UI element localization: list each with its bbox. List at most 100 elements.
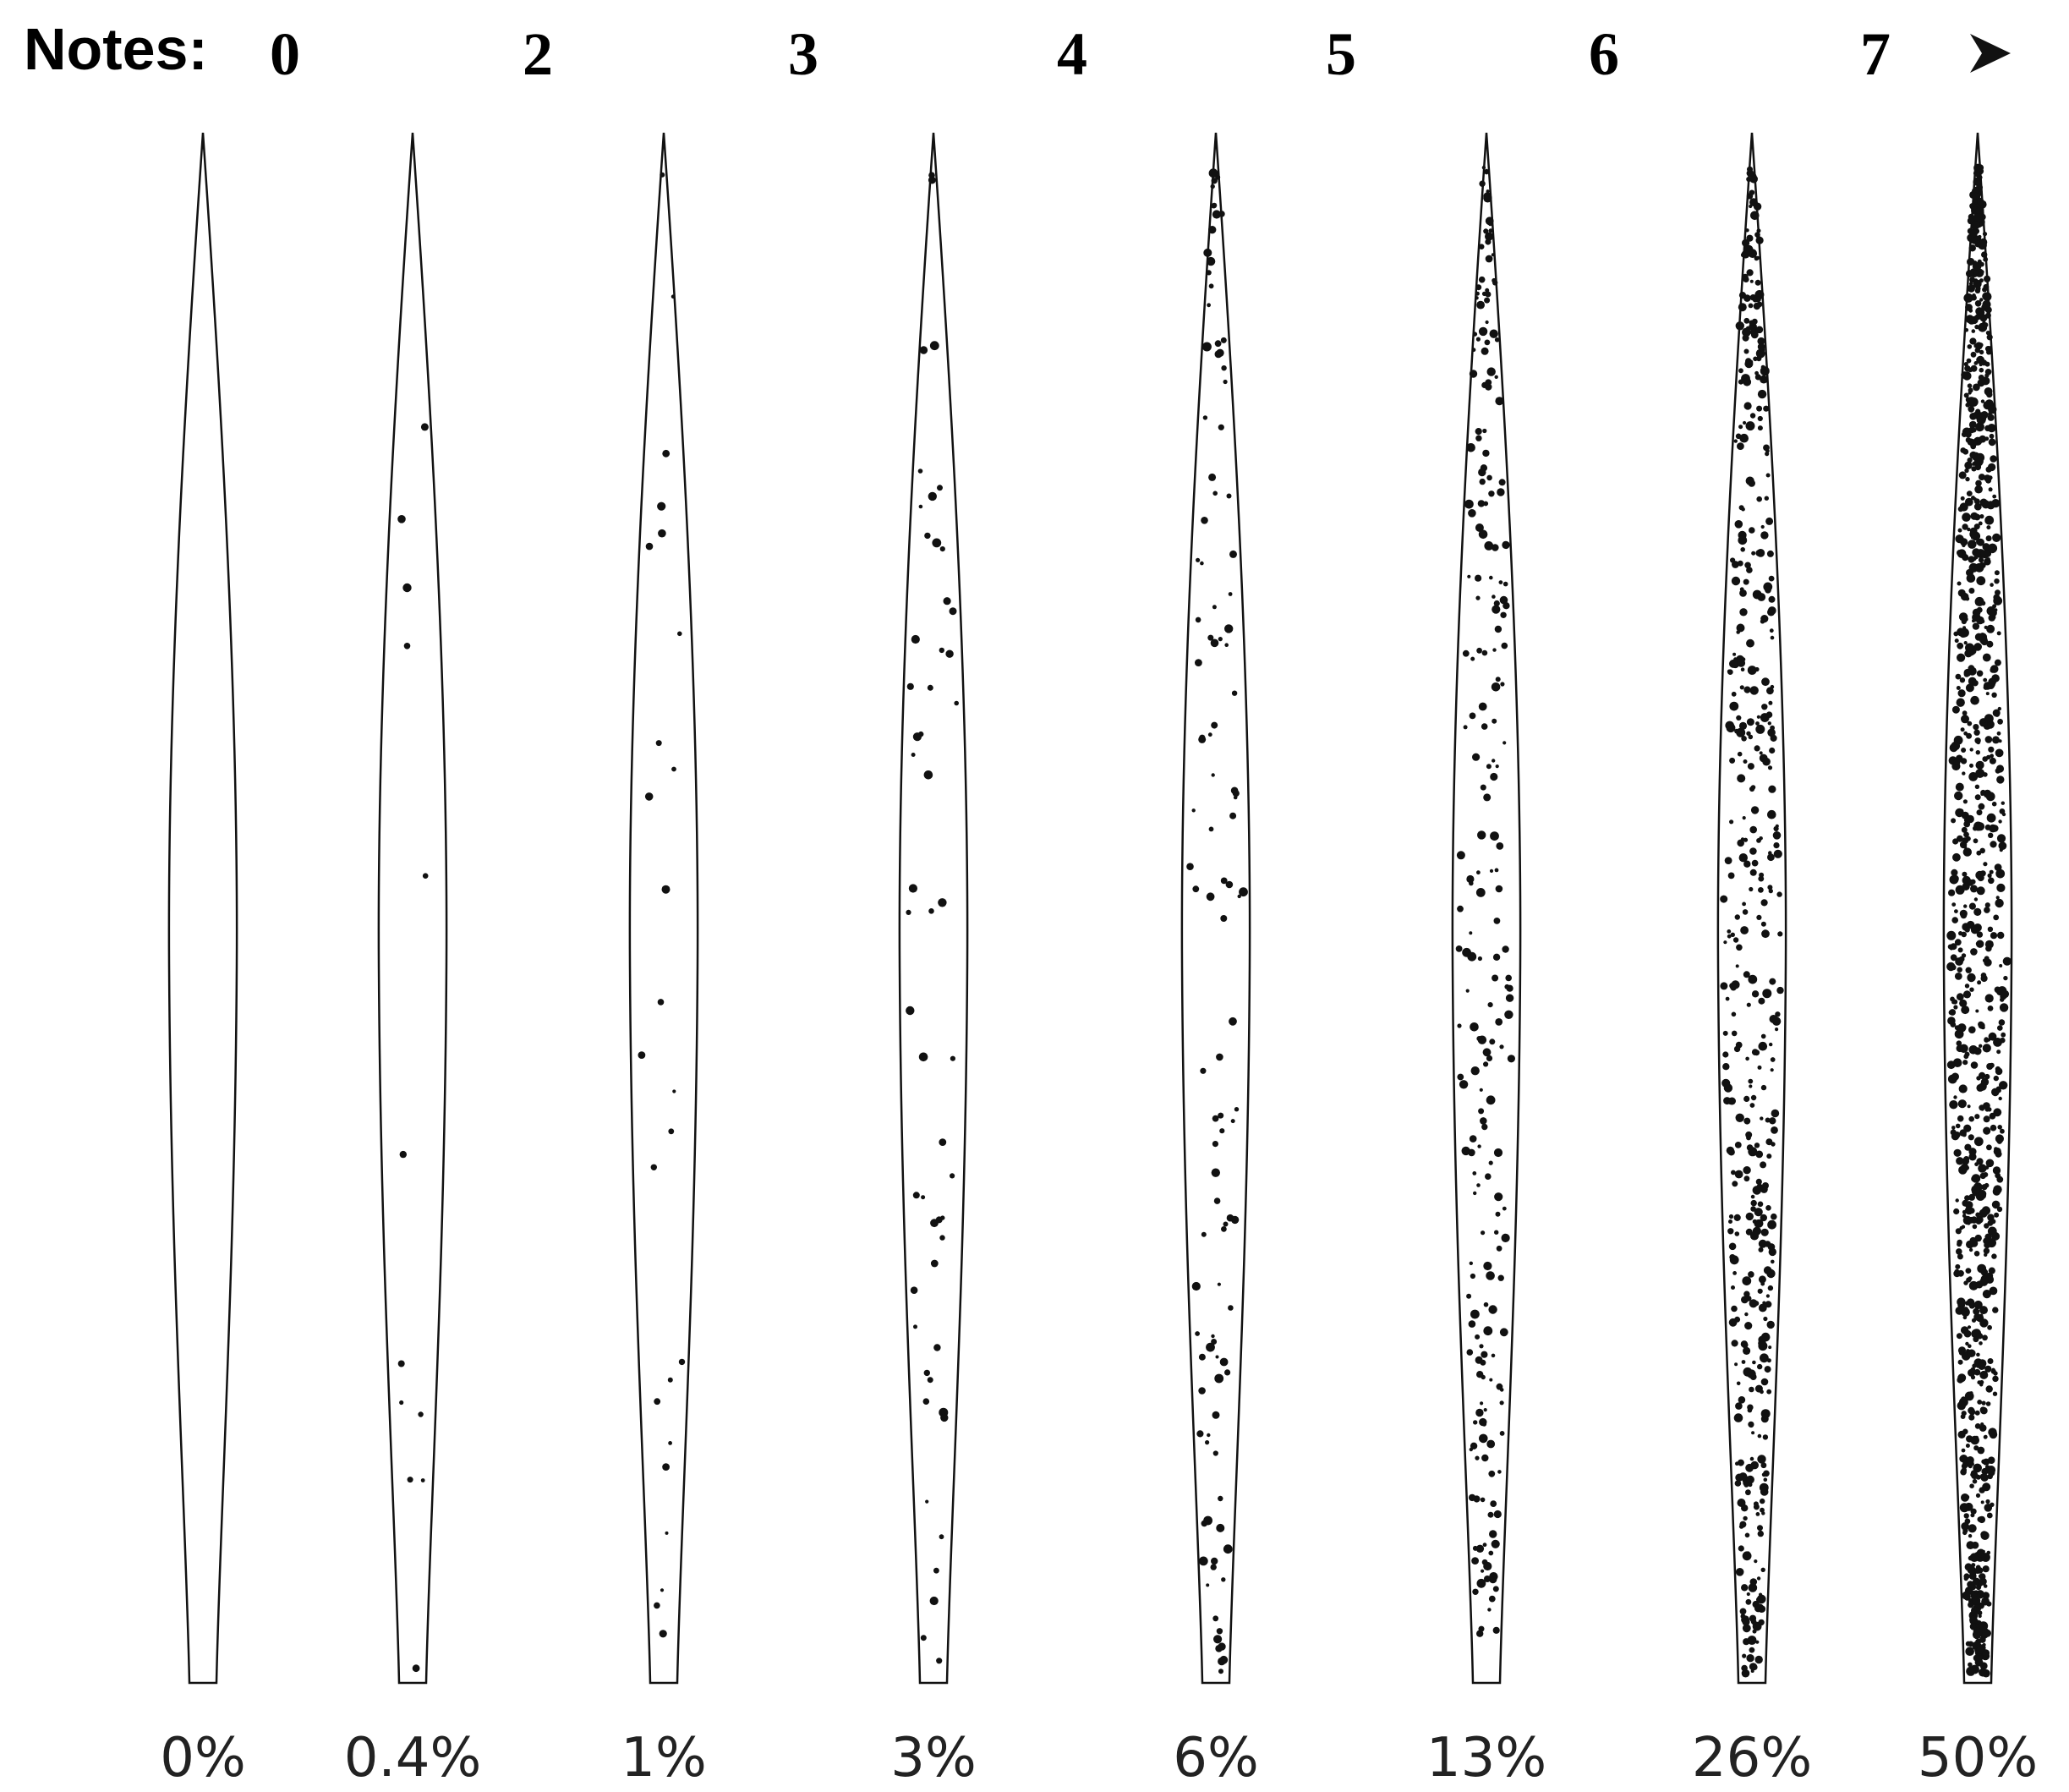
lesion-dot: [1479, 1344, 1484, 1349]
lesion-dot: [1491, 253, 1495, 257]
lesion-dot: [1957, 642, 1964, 649]
lesion-dot: [1481, 166, 1486, 170]
leaf: [898, 132, 969, 1685]
lesion-dot: [1965, 430, 1972, 438]
lesion-dot: [1488, 1550, 1494, 1556]
lesion-dot: [1761, 677, 1770, 687]
lesion-dot: [1475, 1455, 1480, 1460]
lesion-dot: [1760, 1161, 1767, 1169]
lesion-dot: [1951, 1126, 1956, 1130]
lesion-dot: [1969, 229, 1978, 238]
lesion-dot: [1470, 1066, 1480, 1076]
lesion-dot: [1967, 284, 1975, 293]
lesion-dot: [1957, 967, 1962, 973]
lesion-dot: [1494, 375, 1498, 379]
lesion-dot: [1750, 1194, 1755, 1199]
lesion-dot: [1973, 1300, 1983, 1310]
lesion-dot: [665, 1531, 669, 1535]
lesion-dot: [1977, 599, 1983, 604]
lesion-dot: [1987, 873, 1992, 878]
lesion-dot: [1762, 1410, 1767, 1415]
lesion-dot: [1466, 1349, 1474, 1356]
lesion-dot: [1748, 1583, 1758, 1592]
lesion-dot: [1493, 918, 1501, 924]
lesion-dot: [1478, 244, 1485, 250]
lesion-dot: [1978, 1022, 1985, 1029]
lesion-dot: [1745, 1598, 1752, 1605]
lesion-dot: [1488, 1160, 1493, 1165]
lesion-dot: [1749, 1231, 1760, 1241]
lesion-dot: [1966, 270, 1973, 278]
lesion-dot: [1727, 872, 1735, 880]
lesion-dot: [933, 1567, 939, 1574]
lesion-dot: [1957, 1297, 1966, 1307]
lesion-dot: [1755, 1512, 1760, 1516]
lesion-dot: [1960, 496, 1965, 501]
lesion-dot: [660, 172, 665, 178]
lesion-dot: [1988, 487, 1993, 492]
lesion-dot: [1492, 280, 1498, 286]
lesion-dot: [1983, 1584, 1988, 1588]
lesion-dot: [1985, 692, 1990, 696]
lesion-dot: [1740, 926, 1749, 934]
lesion-dot: [1987, 1219, 1994, 1226]
lesion-dot: [1749, 1386, 1754, 1393]
lesion-dot: [1743, 244, 1754, 255]
lesion-dot: [1971, 1541, 1979, 1549]
lesion-dot: [1477, 1144, 1481, 1148]
lesion-dot: [1726, 723, 1736, 733]
lesion-dot: [1962, 543, 1966, 548]
lesion-dot: [1765, 711, 1773, 718]
lesion-dot: [1987, 414, 1995, 421]
lesion-dot: [1746, 731, 1751, 736]
lesion-dot: [1471, 1557, 1479, 1565]
lesion-dot: [1205, 1440, 1210, 1445]
lesion-dot: [1969, 451, 1978, 459]
lesion-dot: [1737, 442, 1744, 450]
lesion-dot: [1469, 370, 1478, 378]
lesion-dot: [1765, 448, 1770, 453]
lesion-dot: [1968, 1115, 1974, 1122]
lesion-dot: [1469, 1261, 1474, 1266]
lesion-dot: [1751, 990, 1760, 998]
lesion-dot: [1973, 270, 1979, 275]
lesion-dot: [1492, 759, 1496, 763]
lesion-dot: [1995, 898, 2004, 908]
lesion-dot: [1984, 902, 1990, 908]
lesion-dot: [1754, 1301, 1760, 1307]
lesion-dot: [1477, 500, 1486, 507]
lesion-dot: [1484, 541, 1494, 551]
lesion-dot: [1984, 1504, 1993, 1512]
lesion-dot: [1991, 692, 1997, 698]
lesion-dot: [1502, 581, 1508, 587]
lesion-dot: [1967, 1104, 1971, 1109]
lesion-dot: [1491, 682, 1501, 692]
lesion-dot: [1746, 567, 1753, 573]
lesion-dot: [397, 515, 406, 523]
lesion-dot: [650, 1164, 657, 1171]
lesion-dot: [1729, 1254, 1736, 1261]
lesion-dot: [1759, 1592, 1763, 1597]
lesion-dot: [1982, 1565, 1990, 1573]
lesion-dot: [1973, 724, 1979, 731]
lesion-dot: [1486, 764, 1492, 770]
lesion-dot: [1964, 927, 1970, 933]
lesion-dot: [1966, 814, 1974, 824]
lesion-dot: [1195, 1331, 1200, 1336]
lesion-dot: [1962, 371, 1972, 381]
lesion-dot: [1770, 1057, 1776, 1062]
lesion-dot: [1973, 1445, 1979, 1451]
lesion-dot: [1749, 847, 1757, 855]
lesion-dot: [1499, 1044, 1504, 1049]
lesion-dot: [1979, 222, 1983, 227]
lesion-dot: [1754, 666, 1760, 672]
lesion-dot: [1967, 1565, 1976, 1575]
lesion-dot: [1476, 1183, 1481, 1187]
lesion-dot: [1980, 415, 1987, 421]
lesion-dot: [1959, 999, 1968, 1007]
lesion-dot: [1976, 940, 1984, 948]
lesion-dot: [1757, 1455, 1766, 1464]
lesion-dot: [1743, 317, 1750, 324]
lesion-dot: [1504, 984, 1510, 989]
lesion-dot: [1493, 1148, 1503, 1158]
